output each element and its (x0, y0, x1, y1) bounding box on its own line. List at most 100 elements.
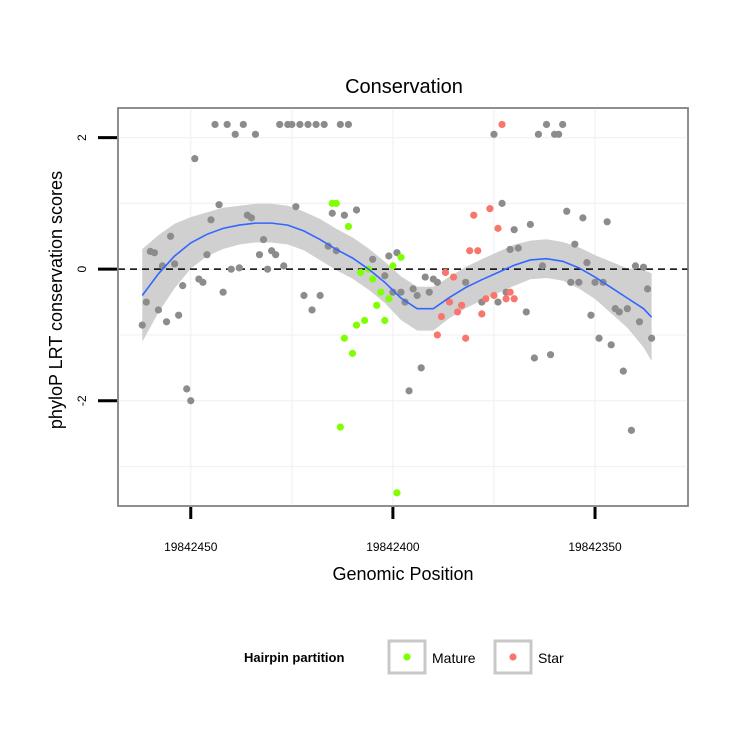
point-star (478, 310, 486, 318)
point-star (510, 295, 518, 303)
point-other (546, 351, 555, 359)
point-star (490, 291, 498, 300)
point-other (138, 321, 146, 329)
point-mature (373, 301, 381, 309)
point-other (227, 265, 235, 273)
point-other (417, 364, 425, 372)
point-other (385, 252, 393, 260)
point-other (506, 245, 514, 254)
point-other (142, 298, 150, 306)
point-other (207, 216, 215, 224)
grid-lines (118, 108, 688, 506)
point-star (474, 247, 482, 255)
point-other (591, 278, 599, 286)
point-other (324, 242, 332, 250)
point-other (231, 130, 239, 138)
point-other (316, 291, 324, 300)
y-axis-title: phyloP LRT conservation scores (46, 171, 66, 429)
point-mature (344, 222, 353, 231)
point-other (328, 209, 336, 217)
point-other (170, 260, 179, 268)
plot-frame (117, 107, 689, 507)
point-other (619, 367, 627, 375)
point-other (559, 120, 567, 129)
point-star (433, 331, 441, 339)
point-other (595, 334, 603, 342)
point-other (187, 397, 195, 405)
point-other (587, 311, 595, 319)
point-mature (397, 253, 405, 261)
y-tick-label: 0 (75, 266, 89, 273)
point-mature (377, 288, 385, 296)
point-other (175, 311, 183, 319)
point-star (441, 268, 450, 277)
confidence-band (142, 203, 652, 362)
point-other (300, 291, 308, 300)
point-other (162, 318, 171, 326)
point-mature (336, 423, 344, 431)
point-other (288, 120, 296, 129)
point-other (235, 264, 243, 272)
point-other (603, 218, 611, 226)
point-other (405, 387, 413, 395)
point-star (453, 308, 462, 316)
point-other (563, 207, 571, 215)
point-other (312, 120, 320, 129)
point-other (251, 130, 260, 138)
point-other (276, 120, 284, 129)
point-other (631, 262, 640, 270)
point-other (247, 214, 256, 222)
point-other (542, 120, 551, 129)
point-other (635, 318, 644, 326)
point-other (296, 120, 304, 129)
point-other (462, 278, 470, 286)
x-tick-label: 19842350 (568, 540, 622, 554)
point-other (369, 255, 377, 263)
point-other (344, 120, 353, 129)
point-other (304, 120, 312, 129)
x-axis: 19842450 19842400 19842350 (164, 507, 622, 554)
point-other (643, 285, 652, 293)
point-star (462, 334, 470, 342)
point-mature (385, 295, 393, 303)
point-other (263, 265, 272, 273)
point-mature (393, 489, 401, 497)
y-tick-label: 2 (75, 134, 89, 141)
point-mature (381, 316, 389, 325)
point-other (583, 258, 591, 267)
smooth-curve (141, 222, 653, 318)
point-mature (369, 275, 377, 283)
point-mature (340, 334, 348, 342)
point-other (308, 306, 316, 314)
point-other (340, 211, 348, 219)
point-other (639, 263, 648, 271)
point-other (292, 203, 300, 211)
point-star (486, 205, 494, 213)
point-other (433, 278, 441, 286)
point-other (510, 226, 518, 234)
point-other (627, 426, 636, 434)
legend-label-star: Star (538, 650, 564, 666)
point-other (514, 244, 522, 252)
point-other (530, 354, 538, 362)
point-other (397, 288, 405, 296)
point-other (211, 120, 219, 129)
point-other (567, 278, 575, 286)
point-mature (360, 316, 369, 325)
point-other (648, 334, 656, 342)
point-other (154, 306, 163, 314)
point-other (534, 130, 543, 138)
legend-swatch-mature (403, 653, 411, 661)
point-other (239, 120, 247, 129)
point-other (203, 251, 211, 259)
point-other (409, 285, 417, 293)
point-other (150, 249, 158, 257)
point-other (381, 272, 389, 280)
point-other (255, 251, 264, 259)
point-other (425, 288, 433, 296)
point-other (272, 251, 280, 259)
point-other (259, 235, 268, 244)
point-other (555, 130, 563, 138)
point-other (623, 305, 631, 313)
